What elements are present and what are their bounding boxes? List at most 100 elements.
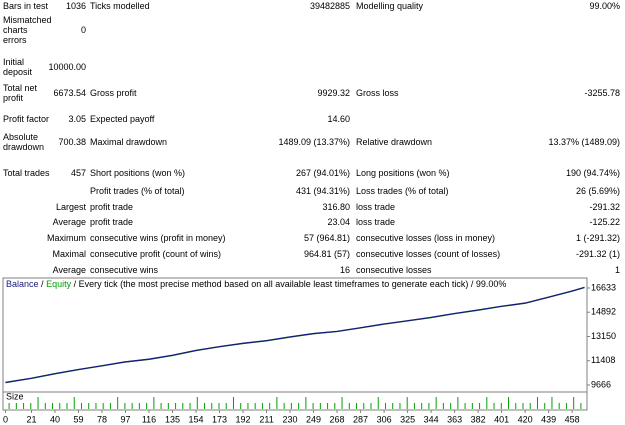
row-value: 13.37% (1489.09) xyxy=(548,137,620,147)
x-tick-label: 154 xyxy=(189,414,204,424)
row-value: 99.00% xyxy=(589,1,620,11)
x-tick-label: 230 xyxy=(283,414,298,424)
row-value: 16 xyxy=(339,265,350,275)
row-value: 10000.00 xyxy=(48,62,86,72)
row-label: Mismatched charts errors xyxy=(3,15,52,45)
legend-separator: / xyxy=(74,279,77,289)
row-label: Long positions (won %) xyxy=(356,168,450,178)
row-label: Maximum xyxy=(46,233,86,243)
x-tick-label: 363 xyxy=(447,414,462,424)
row-label: Ticks modelled xyxy=(90,1,150,11)
row-label: consecutive losses (loss in money) xyxy=(356,233,496,243)
row-label: consecutive wins xyxy=(90,265,159,275)
row-label: loss trade xyxy=(356,202,396,212)
row-label: Initial deposit xyxy=(3,57,33,77)
row-value: 457 xyxy=(70,168,86,178)
row-label: Total net profit xyxy=(3,83,38,103)
row-value: 1 (-291.32) xyxy=(575,233,620,243)
size-label: Size xyxy=(6,391,24,401)
row-value: 316.80 xyxy=(322,202,350,212)
row-label: consecutive wins (profit in money) xyxy=(90,233,226,243)
legend-separator: / xyxy=(41,279,44,289)
row-value: 1036 xyxy=(65,1,86,11)
y-tick-label: 13150 xyxy=(591,331,616,341)
legend-entry: Balance xyxy=(6,279,39,289)
row-label: consecutive profit (count of wins) xyxy=(90,249,222,259)
y-tick-label: 14892 xyxy=(591,307,616,317)
row-value: -291.32 xyxy=(589,202,620,212)
x-tick-label: 59 xyxy=(73,414,83,424)
x-tick-label: 249 xyxy=(306,414,321,424)
legend: Balance / Equity / Every tick (the most … xyxy=(6,279,506,289)
row-label: Gross loss xyxy=(356,88,399,98)
row-label: profit trade xyxy=(90,202,134,212)
row-label: Largest xyxy=(55,202,86,212)
x-tick-label: 439 xyxy=(541,414,556,424)
y-tick-label: 11408 xyxy=(591,355,615,365)
row-value: 0 xyxy=(80,25,86,35)
plot-frame xyxy=(2,277,588,411)
row-value: 267 (94.01%) xyxy=(295,168,350,178)
row-value: 9929.32 xyxy=(317,88,350,98)
row-label: Maximal xyxy=(52,249,86,259)
x-tick-label: 97 xyxy=(120,414,130,424)
x-tick-label: 173 xyxy=(212,414,227,424)
y-tick-label: 9666 xyxy=(591,379,611,389)
x-tick-label: 40 xyxy=(50,414,60,424)
row-label: Profit factor xyxy=(3,114,50,124)
row-label: Absolute drawdown xyxy=(3,132,45,152)
row-value: 700.38 xyxy=(58,137,86,147)
row-label: Short positions (won %) xyxy=(90,168,186,178)
legend-separator: / xyxy=(471,279,474,289)
x-tick-label: 306 xyxy=(377,414,392,424)
row-value: 14.60 xyxy=(327,114,350,124)
row-label: Loss trades (% of total) xyxy=(356,186,449,196)
row-label: Gross profit xyxy=(90,88,137,98)
row-label: Modelling quality xyxy=(356,1,424,11)
row-label: Maximal drawdown xyxy=(90,137,168,147)
x-tick-label: 458 xyxy=(565,414,580,424)
x-tick-label: 211 xyxy=(259,414,273,424)
row-label: Expected payoff xyxy=(90,114,155,124)
row-value: 1 xyxy=(614,265,620,275)
series-line xyxy=(5,286,585,384)
row-label: Bars in test xyxy=(3,1,49,11)
row-value: 57 (964.81) xyxy=(303,233,350,243)
row-value: 1489.09 (13.37%) xyxy=(278,137,350,147)
row-value: 39482885 xyxy=(309,1,350,11)
x-tick-label: 344 xyxy=(424,414,439,424)
row-value: 964.81 (57) xyxy=(303,249,350,259)
row-label: loss trade xyxy=(356,217,396,227)
x-tick-label: 192 xyxy=(236,414,251,424)
row-label: Average xyxy=(52,265,86,275)
x-tick-label: 268 xyxy=(330,414,345,424)
x-tick-label: 21 xyxy=(26,414,36,424)
x-tick-label: 382 xyxy=(471,414,486,424)
x-tick-label: 325 xyxy=(400,414,415,424)
chart: Balance / Equity / Every tick (the most … xyxy=(2,277,616,424)
x-tick-label: 135 xyxy=(165,414,180,424)
row-value: -291.32 (1) xyxy=(575,249,620,259)
x-tick-label: 78 xyxy=(97,414,107,424)
row-value: 6673.54 xyxy=(53,88,86,98)
row-label: Profit trades (% of total) xyxy=(90,186,185,196)
row-label: profit trade xyxy=(90,217,134,227)
x-tick-label: 116 xyxy=(142,414,156,424)
x-tick-label: 401 xyxy=(494,414,509,424)
legend-entry: Equity xyxy=(46,279,72,289)
row-value: -3255.78 xyxy=(584,88,620,98)
row-value: -125.22 xyxy=(589,217,620,227)
x-tick-label: 0 xyxy=(3,414,8,424)
row-label: Relative drawdown xyxy=(356,137,433,147)
row-value: 3.05 xyxy=(68,114,86,124)
row-value: 190 (94.74%) xyxy=(565,168,620,178)
row-label: Average xyxy=(52,217,86,227)
row-value: 26 (5.69%) xyxy=(575,186,620,196)
x-tick-label: 287 xyxy=(353,414,368,424)
row-label: Total trades xyxy=(3,168,50,178)
x-tick-label: 420 xyxy=(518,414,533,424)
row-label: consecutive losses (count of losses) xyxy=(356,249,501,259)
row-label: consecutive losses xyxy=(356,265,432,275)
modelling-quality: 99.00% xyxy=(476,279,507,289)
